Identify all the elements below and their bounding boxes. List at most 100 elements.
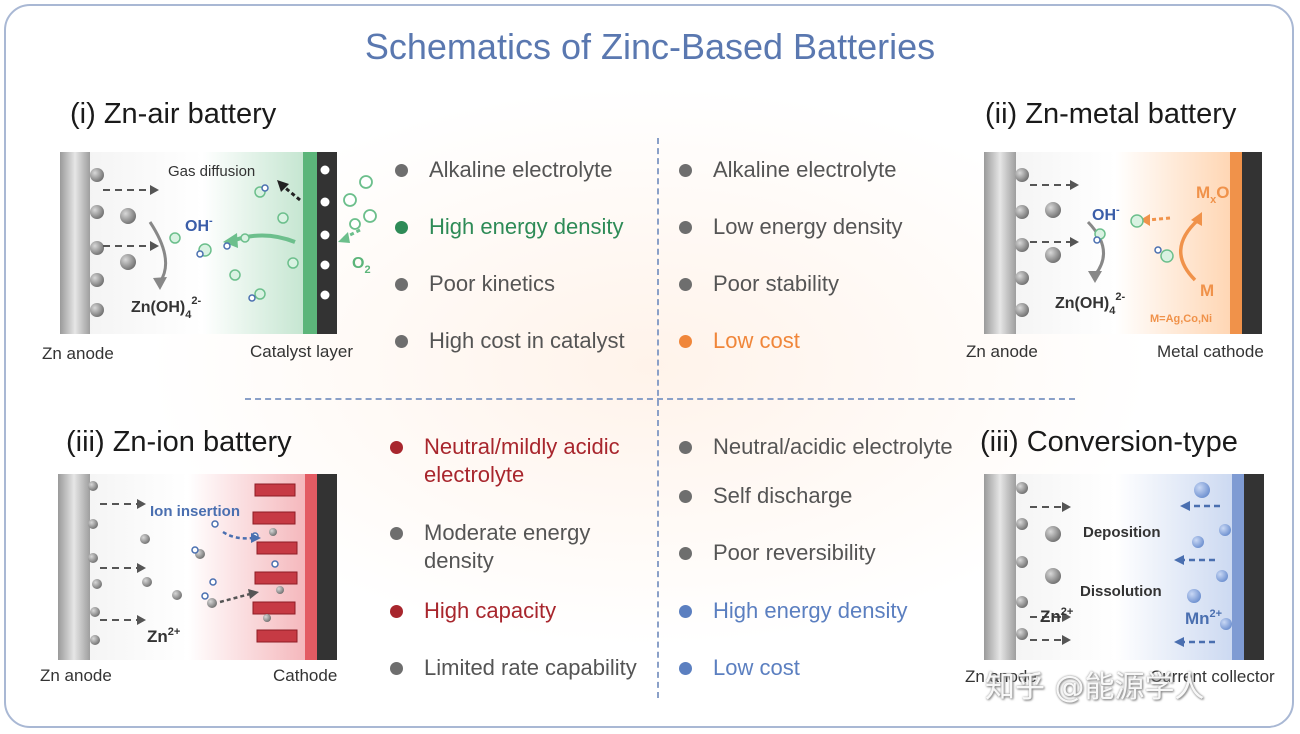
zn-metal-feature-1: Alkaline electrolyte bbox=[679, 156, 897, 184]
conversion-feature-4: High energy density bbox=[679, 597, 908, 625]
feature-text: High cost in catalyst bbox=[429, 328, 625, 353]
bullet-dot bbox=[679, 547, 692, 560]
zn-ion-anode-label: Zn anode bbox=[40, 666, 112, 685]
conversion-title: (iii) Conversion-type bbox=[980, 426, 1238, 458]
zn-ion-schematic: Ion insertion Zn2+ bbox=[58, 474, 337, 660]
conversion-feature-3: Poor reversibility bbox=[679, 539, 876, 567]
feature-text: Alkaline electrolyte bbox=[713, 157, 897, 182]
svg-text:MxO: MxO bbox=[1196, 183, 1230, 206]
zn-air-zincate-sub: 4 bbox=[185, 309, 192, 321]
zn-metal-oh-sup: - bbox=[1116, 204, 1120, 216]
zn-ion-zn: Zn bbox=[147, 627, 168, 646]
zn-metal-title: (ii) Zn-metal battery bbox=[985, 98, 1237, 130]
zn-air-anode-label: Zn anode bbox=[42, 344, 114, 363]
svg-text:O2: O2 bbox=[352, 255, 371, 276]
svg-text:Zn(OH)42-: Zn(OH)4 2- bbox=[131, 295, 201, 321]
zn-ion-feature-3: High capacity bbox=[390, 597, 557, 625]
bullet-dot bbox=[390, 605, 403, 618]
feature-text: Neutral/mildly acidic electrolyte bbox=[424, 434, 620, 487]
feature-text: Poor reversibility bbox=[713, 540, 876, 565]
feature-text: High energy density bbox=[429, 214, 624, 239]
bullet-dot bbox=[395, 164, 408, 177]
conversion-mn-sup: 2+ bbox=[1210, 608, 1223, 620]
zn-metal-feature-4: Low cost bbox=[679, 327, 800, 355]
zn-air-zincate: Zn(OH) bbox=[131, 299, 185, 316]
svg-text:OH-: OH- bbox=[1092, 204, 1120, 224]
bullet-dot bbox=[679, 441, 692, 454]
bullet-dot bbox=[679, 221, 692, 234]
feature-text: High energy density bbox=[713, 598, 908, 623]
zn-ion-insertion-label: Ion insertion bbox=[150, 503, 240, 520]
conversion-zn: Zn bbox=[1040, 607, 1061, 626]
conversion-feature-5: Low cost bbox=[679, 654, 800, 682]
bullet-dot bbox=[395, 278, 408, 291]
conversion-feature-1: Neutral/acidic electrolyte bbox=[679, 433, 953, 461]
feature-text: Low cost bbox=[713, 655, 800, 680]
bullet-dot bbox=[679, 490, 692, 503]
feature-text: Self discharge bbox=[713, 483, 853, 508]
bullet-dot bbox=[390, 662, 403, 675]
zn-air-feature-3: Poor kinetics bbox=[395, 270, 555, 298]
zn-metal-schematic: OH- Zn(OH)4 2- MxO M M=Ag,Co,Ni bbox=[984, 152, 1262, 334]
zn-ion-cathode-label: Cathode bbox=[273, 666, 338, 685]
zn-air-schematic: Gas diffusion OH- Zn(OH)4 2- bbox=[60, 152, 337, 334]
zn-metal-anode-label: Zn anode bbox=[966, 342, 1038, 361]
zn-air-title: (i) Zn-air battery bbox=[70, 98, 277, 130]
zn-metal-zincate: Zn(OH) bbox=[1055, 295, 1109, 312]
zn-ion-feature-2: Moderate energy density bbox=[390, 519, 624, 575]
zn-air-o2-sub: 2 bbox=[364, 264, 370, 276]
bullet-dot bbox=[390, 527, 403, 540]
zn-air-o2: O bbox=[352, 255, 364, 272]
svg-text:Zn(OH)42-: Zn(OH)4 2- bbox=[1055, 291, 1125, 317]
zn-metal-zincate-sup: 2- bbox=[1115, 291, 1125, 303]
bullet-dot bbox=[390, 441, 403, 454]
svg-text:Zn2+: Zn2+ bbox=[147, 626, 180, 646]
feature-text: Neutral/acidic electrolyte bbox=[713, 434, 953, 459]
conversion-mn: Mn bbox=[1185, 609, 1210, 628]
bullet-dot bbox=[679, 605, 692, 618]
feature-text: Poor stability bbox=[713, 271, 839, 296]
zn-air-feature-1: Alkaline electrolyte bbox=[395, 156, 613, 184]
feature-text: Alkaline electrolyte bbox=[429, 157, 613, 182]
zn-ion-zn-sup: 2+ bbox=[168, 626, 181, 638]
zn-metal-oh: OH bbox=[1092, 207, 1116, 224]
svg-text:OH-: OH- bbox=[185, 215, 213, 235]
feature-text: Limited rate capability bbox=[424, 655, 637, 680]
feature-text: Moderate energy density bbox=[424, 520, 591, 573]
vertical-divider bbox=[657, 138, 659, 698]
zn-metal-zincate-sub: 4 bbox=[1109, 305, 1116, 317]
horizontal-divider bbox=[245, 398, 1075, 400]
feature-text: High capacity bbox=[424, 598, 557, 623]
feature-text: Low energy density bbox=[713, 214, 903, 239]
zn-air-gas-label: Gas diffusion bbox=[168, 163, 255, 180]
feature-text: Poor kinetics bbox=[429, 271, 555, 296]
conversion-anode-label: Zn anode bbox=[965, 667, 1037, 686]
zn-air-o2-inlet: O2 bbox=[338, 175, 377, 276]
svg-text:Mn2+: Mn2+ bbox=[1185, 608, 1222, 628]
zn-metal-m: M bbox=[1200, 281, 1214, 300]
bullet-dot bbox=[679, 278, 692, 291]
watermark: 知乎 @能源学人 bbox=[985, 670, 1205, 705]
zn-metal-feature-3: Poor stability bbox=[679, 270, 839, 298]
zn-air-feature-4: High cost in catalyst bbox=[395, 327, 625, 355]
bullet-dot bbox=[395, 221, 408, 234]
feature-text: Low cost bbox=[713, 328, 800, 353]
bullet-dot bbox=[395, 335, 408, 348]
conversion-collector-label: Current collector bbox=[1150, 667, 1275, 686]
conversion-zn-sup: 2+ bbox=[1061, 606, 1074, 618]
zn-metal-mxo-sub: x bbox=[1210, 194, 1217, 206]
zn-air-feature-2: High energy density bbox=[395, 213, 624, 241]
zn-air-oh: OH bbox=[185, 218, 209, 235]
zn-ion-title: (iii) Zn-ion battery bbox=[66, 426, 292, 458]
bullet-dot bbox=[679, 662, 692, 675]
bullet-dot bbox=[679, 335, 692, 348]
svg-text:Zn2+: Zn2+ bbox=[1040, 606, 1073, 626]
zn-metal-mxo-tail: O bbox=[1216, 183, 1229, 202]
zn-air-zincate-sup: 2- bbox=[191, 295, 201, 307]
zn-metal-m-note: M=Ag,Co,Ni bbox=[1150, 313, 1212, 325]
conversion-dissolution-label: Dissolution bbox=[1080, 583, 1162, 600]
zn-metal-feature-2: Low energy density bbox=[679, 213, 903, 241]
conversion-deposition-label: Deposition bbox=[1083, 524, 1161, 541]
zn-ion-feature-4: Limited rate capability bbox=[390, 654, 637, 682]
zn-ion-feature-1: Neutral/mildly acidic electrolyte bbox=[390, 433, 644, 489]
